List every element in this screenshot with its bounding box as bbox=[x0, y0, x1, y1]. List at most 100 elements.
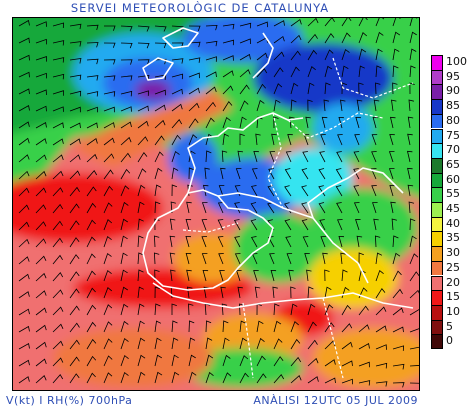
wind-barb bbox=[103, 75, 116, 81]
wind-barb bbox=[371, 151, 377, 163]
wind-barb bbox=[86, 106, 98, 113]
wind-barb bbox=[69, 106, 81, 113]
wind-barb bbox=[86, 170, 98, 180]
wind-barb bbox=[358, 18, 368, 27]
wind-barb bbox=[186, 201, 192, 214]
legend-item: 90 bbox=[429, 84, 475, 100]
wind-barb bbox=[221, 150, 228, 163]
wind-barb bbox=[319, 219, 326, 231]
legend-swatch bbox=[431, 246, 443, 261]
wind-barb bbox=[389, 116, 396, 129]
wind-barb bbox=[221, 303, 228, 316]
wind-barb bbox=[392, 270, 402, 282]
wind-barb bbox=[324, 269, 330, 282]
legend-label: 95 bbox=[446, 69, 460, 83]
legend-item: 30 bbox=[429, 246, 475, 261]
wind-barb bbox=[69, 122, 81, 129]
wind-barb bbox=[185, 252, 192, 265]
wind-barb bbox=[154, 25, 167, 32]
wind-barb bbox=[86, 58, 99, 65]
wind-barb bbox=[307, 99, 313, 112]
wind-barb bbox=[237, 150, 244, 163]
wind-barb bbox=[341, 18, 352, 27]
wind-barb bbox=[222, 116, 231, 129]
wind-barb bbox=[318, 185, 326, 197]
wind-barb bbox=[154, 286, 161, 299]
wind-barb bbox=[358, 361, 370, 368]
wind-barb bbox=[256, 52, 268, 61]
wind-barb bbox=[272, 286, 278, 299]
legend-swatch bbox=[431, 290, 443, 305]
wind-barb bbox=[341, 341, 353, 350]
wind-barb bbox=[320, 134, 326, 146]
legend-item: 75 bbox=[429, 128, 475, 144]
wind-barb bbox=[222, 23, 235, 30]
wind-barb bbox=[69, 58, 82, 64]
wind-barb bbox=[35, 255, 47, 265]
wind-barb bbox=[188, 118, 199, 129]
legend-label: 25 bbox=[446, 260, 460, 274]
wind-barb bbox=[301, 219, 309, 231]
wind-barb bbox=[188, 72, 200, 79]
wind-barb bbox=[271, 133, 277, 146]
wind-barb bbox=[52, 154, 64, 163]
wind-barb bbox=[273, 20, 285, 27]
wind-barb bbox=[217, 236, 224, 248]
wind-barb bbox=[52, 40, 65, 46]
wind-barb bbox=[287, 134, 293, 146]
wind-barb bbox=[336, 151, 343, 163]
wind-barb bbox=[205, 320, 212, 333]
wind-barb bbox=[392, 307, 404, 316]
wind-barb bbox=[137, 286, 144, 299]
wind-barb bbox=[239, 320, 246, 333]
legend-item: 10 bbox=[429, 304, 475, 320]
wind-barb bbox=[52, 272, 64, 282]
wind-barb bbox=[318, 202, 326, 214]
wind-barb bbox=[188, 320, 195, 333]
wind-barb bbox=[407, 167, 413, 180]
wind-barb bbox=[137, 168, 147, 180]
wind-barb bbox=[52, 374, 64, 384]
wind-barb bbox=[375, 48, 383, 61]
wind-barb bbox=[86, 270, 96, 282]
wind-barb bbox=[256, 373, 267, 384]
wind-barb bbox=[52, 106, 64, 112]
wind-barb bbox=[205, 337, 213, 350]
wind-barb bbox=[171, 150, 180, 163]
legend-item: 5 bbox=[429, 319, 475, 335]
wind-barb bbox=[256, 99, 265, 112]
wind-barb bbox=[154, 167, 163, 180]
wind-barb bbox=[409, 346, 419, 350]
wind-barb bbox=[273, 83, 283, 95]
wind-barb bbox=[137, 235, 144, 248]
wind-barb bbox=[290, 338, 301, 350]
wind-barb bbox=[290, 356, 302, 367]
wind-barb bbox=[18, 137, 30, 146]
wind-barb bbox=[254, 286, 261, 299]
wind-barb bbox=[388, 151, 395, 163]
wind-barb bbox=[52, 340, 64, 350]
wind-barb bbox=[35, 238, 47, 248]
wind-barb bbox=[389, 134, 395, 146]
wind-barb bbox=[120, 59, 133, 65]
wind-barb bbox=[256, 21, 268, 28]
wind-barb bbox=[409, 218, 416, 231]
wind-barb bbox=[52, 237, 63, 248]
wind-barb bbox=[18, 88, 30, 95]
wind-barb bbox=[52, 138, 64, 146]
wind-barb bbox=[137, 337, 146, 350]
wind-barb bbox=[204, 167, 210, 180]
wind-barb bbox=[120, 201, 129, 214]
wind-barb bbox=[86, 287, 96, 299]
wind-barb bbox=[86, 91, 99, 97]
wind-barb bbox=[356, 235, 363, 248]
wind-barb bbox=[323, 99, 329, 112]
wind-barb bbox=[201, 236, 208, 248]
wind-barb bbox=[375, 82, 381, 95]
wind-barb bbox=[103, 304, 113, 316]
wind-barb bbox=[69, 339, 80, 350]
wind-barb bbox=[392, 82, 398, 95]
wind-barb bbox=[305, 116, 311, 129]
wind-barb bbox=[18, 238, 30, 248]
wind-barb bbox=[235, 168, 242, 180]
